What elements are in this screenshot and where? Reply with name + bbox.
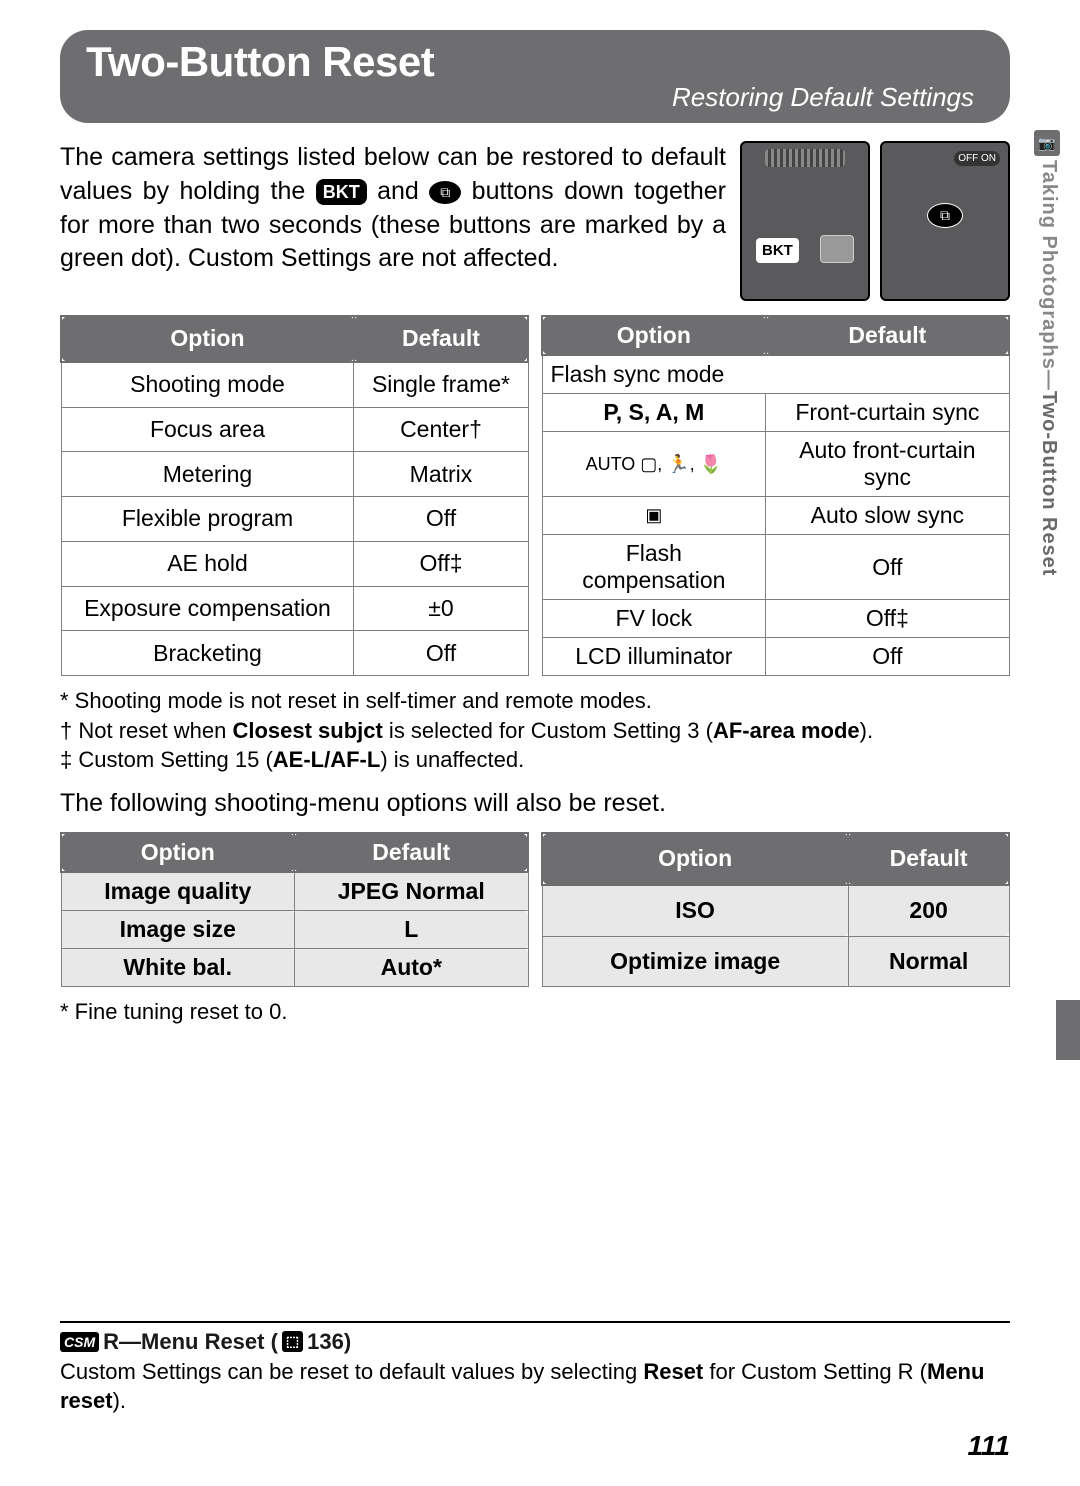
th-option: Option — [542, 316, 766, 355]
cell: FV lock — [542, 600, 766, 638]
th-default: Default — [766, 316, 1009, 355]
cell: Off — [766, 535, 1009, 600]
cell: LCD illuminator — [542, 638, 766, 676]
side-tab-2: Two-Button Reset — [1038, 391, 1060, 577]
note-title: CSM R—Menu Reset ( ⬚ 136) — [60, 1329, 1010, 1355]
page-subtitle: Restoring Default Settings — [86, 82, 984, 113]
footnotes-2: * Fine tuning reset to 0. — [60, 997, 1010, 1027]
note-body: Custom Settings can be reset to default … — [60, 1357, 1010, 1416]
camera-switch: OFF ON — [954, 151, 1000, 166]
settings-tables-2: Option Default Image qualityJPEG Normal … — [60, 832, 1010, 987]
footnote: * Shooting mode is not reset in self-tim… — [60, 686, 1010, 716]
th-option: Option — [61, 316, 354, 362]
intro-text-2: and — [377, 177, 429, 205]
cell: Image size — [61, 911, 294, 949]
cell: P, S, A, M — [542, 394, 766, 432]
cell: Off‡ — [354, 541, 528, 586]
cell: Focus area — [61, 407, 354, 452]
title-bar: Two-Button Reset Restoring Default Setti… — [60, 30, 1010, 123]
bkt-icon: BKT — [316, 179, 367, 205]
th-default: Default — [294, 833, 528, 872]
cell: Off — [354, 497, 528, 542]
mid-paragraph: The following shooting-menu options will… — [60, 789, 1010, 818]
cell: L — [294, 911, 528, 949]
settings-tables-1: Option Default Shooting modeSingle frame… — [60, 315, 1010, 676]
cell: AE hold — [61, 541, 354, 586]
csm-icon: CSM — [60, 1332, 99, 1352]
cell: Optimize image — [542, 936, 848, 987]
camera-oval: ⧉ — [927, 203, 963, 228]
note-box: CSM R—Menu Reset ( ⬚ 136) Custom Setting… — [60, 1321, 1010, 1416]
cell: Flexible program — [61, 497, 354, 542]
cell: Image quality — [61, 872, 294, 911]
page-ref-icon: ⬚ — [282, 1331, 303, 1352]
cell: Auto front-curtain sync — [766, 432, 1009, 497]
cell: Bracketing — [61, 631, 354, 676]
side-tab-1: Taking Photographs— — [1038, 160, 1060, 391]
settings-table-left: Option Default Shooting modeSingle frame… — [60, 315, 529, 676]
cell: Auto slow sync — [766, 497, 1009, 535]
thumb-tab — [1056, 1000, 1080, 1060]
cell: Exposure compensation — [61, 586, 354, 631]
footnotes-1: * Shooting mode is not reset in self-tim… — [60, 686, 1010, 775]
cell: ISO — [542, 885, 848, 936]
footnote: ‡ Custom Setting 15 (AE-L/AF-L) is unaff… — [60, 745, 1010, 775]
flash-sync-header: Flash sync mode — [542, 355, 1009, 394]
camera-illustration: BKT OFF ON ⧉ — [740, 141, 1010, 301]
settings-table-right: Option Default Flash sync mode P, S, A, … — [541, 315, 1010, 676]
cell: White bal. — [61, 949, 294, 987]
footnote: † Not reset when Closest subjct is selec… — [60, 716, 1010, 746]
page-title: Two-Button Reset — [86, 38, 984, 86]
cell: 200 — [848, 885, 1009, 936]
th-option: Option — [61, 833, 294, 872]
cell: ▣ — [542, 497, 766, 535]
exposure-icon: ⧉ — [429, 181, 461, 204]
cell: ±0 — [354, 586, 528, 631]
camera-bkt-label: BKT — [756, 238, 799, 263]
cell: Metering — [61, 452, 354, 497]
side-tab: Taking Photographs—Two-Button Reset — [1037, 160, 1060, 576]
cell: Front-curtain sync — [766, 394, 1009, 432]
shooting-table-left: Option Default Image qualityJPEG Normal … — [60, 832, 529, 987]
cell: Off — [354, 631, 528, 676]
cell: JPEG Normal — [294, 872, 528, 911]
side-camera-icon: 📷 — [1034, 130, 1060, 156]
cell: Off‡ — [766, 600, 1009, 638]
page-number: 111 — [967, 1430, 1010, 1462]
cell: Off — [766, 638, 1009, 676]
cell: Normal — [848, 936, 1009, 987]
cell: Auto* — [294, 949, 528, 987]
th-option: Option — [542, 833, 848, 885]
shooting-table-right: Option Default ISO200 Optimize imageNorm… — [541, 832, 1010, 987]
camera-left: BKT — [740, 141, 870, 301]
cell: Single frame* — [354, 362, 528, 407]
intro-paragraph: The camera settings listed below can be … — [60, 141, 726, 276]
cell: Center† — [354, 407, 528, 452]
camera-right: OFF ON ⧉ — [880, 141, 1010, 301]
cell: Flash compensation — [542, 535, 766, 600]
cell: AUTO ▢, 🏃, 🌷 — [542, 432, 766, 497]
th-default: Default — [848, 833, 1009, 885]
cell: Shooting mode — [61, 362, 354, 407]
cell: Matrix — [354, 452, 528, 497]
th-default: Default — [354, 316, 528, 362]
